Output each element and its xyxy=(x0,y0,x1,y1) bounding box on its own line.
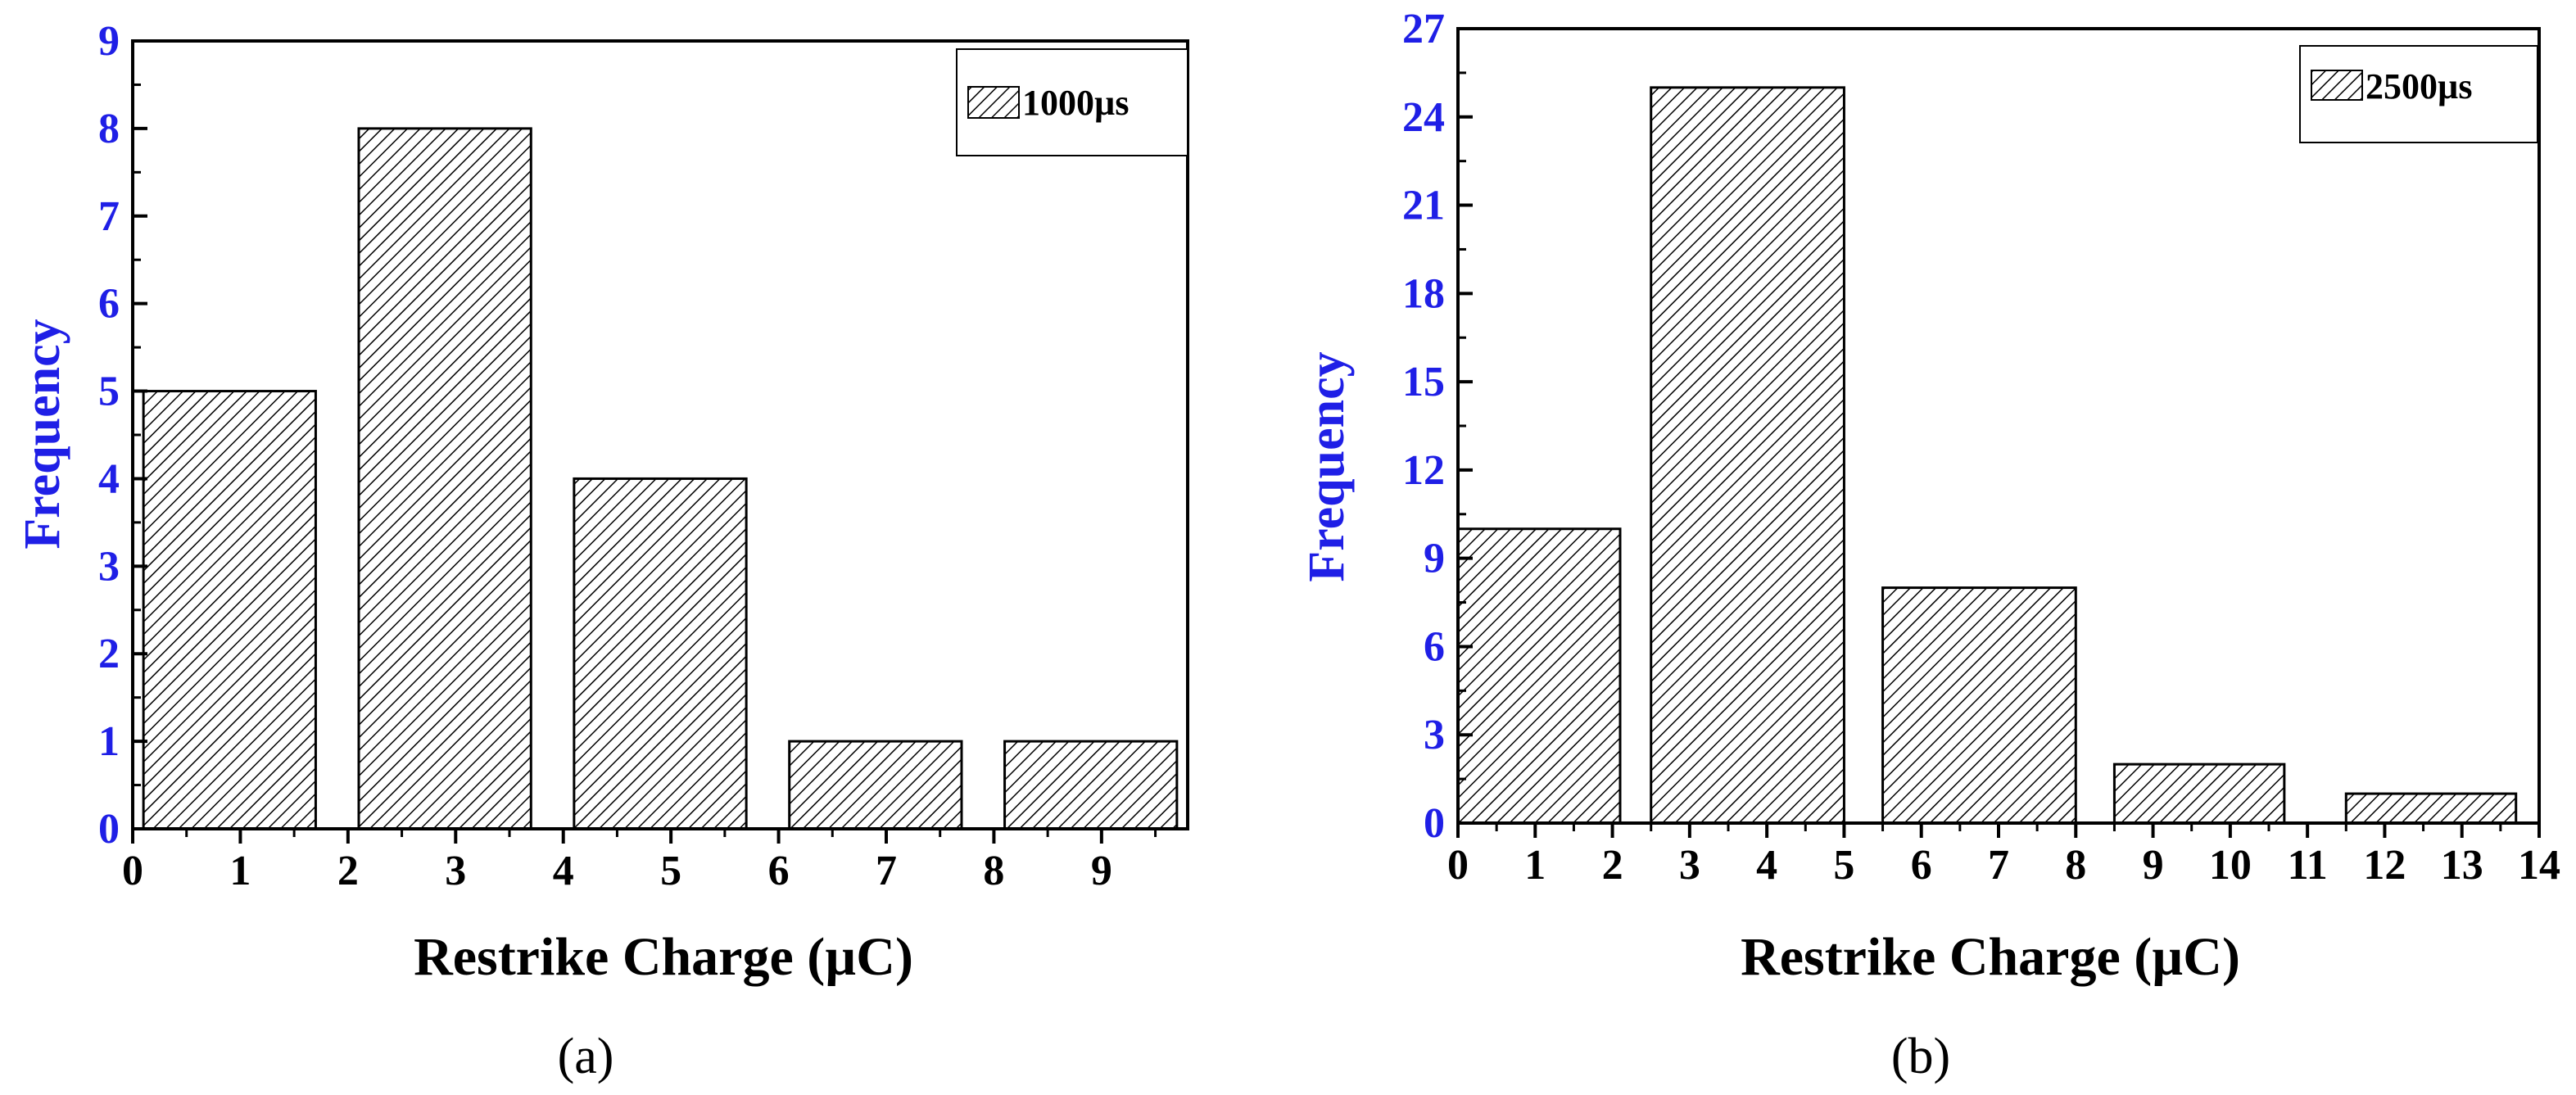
y-tick-label-a: 6 xyxy=(98,281,120,328)
x-tick-label-b: 12 xyxy=(2363,842,2406,889)
plot-frame-b xyxy=(1456,27,2541,825)
x-tick-label-b: 7 xyxy=(1988,842,2009,889)
x-tick-label-b: 5 xyxy=(1833,842,1854,889)
plot-frame-a xyxy=(131,39,1189,830)
y-tick-label-b: 6 xyxy=(1424,623,1445,670)
x-axis-title-b: Restrike Charge (µC) xyxy=(1741,927,2240,987)
x-tick-label-a: 0 xyxy=(122,848,143,894)
y-tick-label-b: 21 xyxy=(1402,183,1445,229)
x-tick-label-a: 1 xyxy=(229,848,251,894)
legend-a: 1000µs xyxy=(956,48,1188,156)
y-tick-label-b: 24 xyxy=(1402,94,1445,141)
x-tick-label-a: 9 xyxy=(1091,848,1112,894)
bar-b-4 xyxy=(2112,762,2286,825)
x-tick-label-b: 10 xyxy=(2209,842,2252,889)
bar-b-5 xyxy=(2344,792,2518,825)
legend-label-b: 2500µs xyxy=(2365,66,2472,106)
x-tick-label-a: 7 xyxy=(876,848,897,894)
x-tick-label-a: 4 xyxy=(553,848,574,894)
bar-b-2 xyxy=(1650,86,1845,825)
y-tick-label-b: 12 xyxy=(1402,447,1445,494)
legend-label-a: 1000µs xyxy=(1022,83,1129,123)
legend-swatch-a xyxy=(967,86,1020,119)
x-axis-title-a: Restrike Charge (µC) xyxy=(414,927,913,987)
panel-label-a: (a) xyxy=(558,1029,614,1084)
x-tick-label-a: 2 xyxy=(337,848,359,894)
y-tick-label-b: 3 xyxy=(1424,712,1445,758)
x-tick-label-a: 8 xyxy=(983,848,1004,894)
x-ticks-b: 0 1 2 3 4 5 6 7 8 9 10 11 12 13 14 xyxy=(1447,823,2560,889)
y-ticks-b: 0 3 6 9 12 15 18 21 24 27 xyxy=(1402,6,1473,847)
y-tick-label-a: 8 xyxy=(98,106,120,152)
y-tick-label-a: 9 xyxy=(98,18,120,65)
y-tick-label-a: 5 xyxy=(98,369,120,415)
bar-a-1 xyxy=(142,390,317,830)
y-tick-label-a: 0 xyxy=(98,806,120,853)
y-tick-label-a: 4 xyxy=(98,455,120,502)
x-tick-label-a: 3 xyxy=(445,848,466,894)
y-tick-label-b: 15 xyxy=(1402,359,1445,405)
bar-b-3 xyxy=(1881,586,2077,825)
x-tick-label-b: 13 xyxy=(2441,842,2483,889)
y-tick-label-a: 3 xyxy=(98,543,120,590)
x-tick-label-b: 9 xyxy=(2143,842,2164,889)
y-axis-title-a: Frequency xyxy=(15,319,70,549)
x-tick-label-b: 1 xyxy=(1524,842,1546,889)
x-tick-label-b: 8 xyxy=(2065,842,2086,889)
y-tick-label-a: 7 xyxy=(98,193,120,240)
x-tick-label-b: 11 xyxy=(2288,842,2328,889)
bar-a-5 xyxy=(1003,740,1179,830)
y-tick-label-b: 18 xyxy=(1402,270,1445,317)
y-tick-label-a: 1 xyxy=(98,718,120,765)
bar-a-4 xyxy=(788,740,963,830)
x-tick-label-a: 6 xyxy=(768,848,790,894)
x-tick-label-b: 0 xyxy=(1447,842,1469,889)
x-tick-label-a: 5 xyxy=(660,848,681,894)
y-tick-label-a: 2 xyxy=(98,631,120,677)
bars-b xyxy=(1456,86,2518,825)
y-tick-label-b: 9 xyxy=(1424,536,1445,582)
bar-b-1 xyxy=(1456,527,1622,825)
y-ticks-a: 0 1 2 3 4 5 6 7 8 9 xyxy=(98,18,147,853)
y-tick-label-b: 27 xyxy=(1402,6,1445,52)
y-tick-label-b: 0 xyxy=(1424,800,1445,847)
x-tick-label-b: 2 xyxy=(1602,842,1623,889)
x-ticks-a: 0 1 2 3 4 5 6 7 8 9 xyxy=(122,829,1157,894)
y-axis-title-b: Frequency xyxy=(1299,351,1355,581)
x-tick-label-b: 3 xyxy=(1679,842,1700,889)
panel-label-b: (b) xyxy=(1891,1029,1950,1084)
bar-a-2 xyxy=(357,127,532,830)
legend-b: 2500µs xyxy=(2299,45,2538,143)
chart-panel-a: 0 1 2 3 4 5 6 7 8 9 0 1 2 3 4 5 6 7 8 9 1000µs Frequency R… xyxy=(15,18,1189,1084)
x-tick-label-b: 14 xyxy=(2518,842,2560,889)
bars-a xyxy=(142,127,1179,830)
x-tick-label-b: 4 xyxy=(1756,842,1777,889)
legend-swatch-b xyxy=(2311,70,2363,101)
bar-a-3 xyxy=(573,477,748,830)
x-tick-label-b: 6 xyxy=(1911,842,1932,889)
